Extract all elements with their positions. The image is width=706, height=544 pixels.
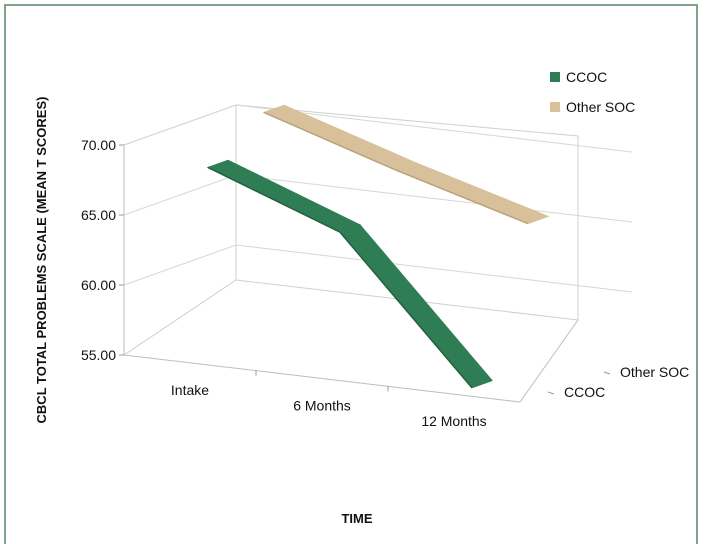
- legend-swatch-other-soc: [550, 102, 560, 112]
- ribbon-segment: [262, 104, 418, 171]
- depth-tick-mark: [547, 391, 555, 395]
- y-tick-label: 60.00: [81, 277, 116, 293]
- x-axis-title: TIME: [341, 511, 372, 526]
- depth-tick-label: CCOC: [564, 384, 605, 400]
- y-tick-label: 65.00: [81, 207, 116, 223]
- gridline: [123, 244, 633, 293]
- depth-edge-bottom: [123, 279, 237, 356]
- ribbon-edge: [263, 111, 397, 171]
- gridline: [123, 174, 633, 223]
- ribbon-edge: [395, 169, 529, 225]
- y-tick-label: 70.00: [81, 137, 116, 153]
- floor-front-edge: [123, 354, 521, 403]
- ribbon-edge: [207, 166, 341, 233]
- series-ribbon: [262, 104, 550, 225]
- series-ribbon: [206, 159, 493, 389]
- ribbon-segment: [394, 162, 550, 225]
- y-tick-label: 55.00: [81, 347, 116, 363]
- y-tick-labels: 55.00 60.00 65.00 70.00: [81, 137, 124, 363]
- x-tick-label: 12 Months: [421, 413, 486, 429]
- depth-tick-labels: CCOC Other SOC: [547, 364, 689, 400]
- legend-swatch-ccoc: [550, 72, 560, 82]
- legend-label-other-soc: Other SOC: [566, 99, 635, 115]
- x-tick-labels: Intake 6 Months 12 Months: [171, 370, 487, 429]
- ribbon-segment: [339, 224, 493, 389]
- ribbon-edge: [339, 231, 473, 389]
- legend-label-ccoc: CCOC: [566, 69, 607, 85]
- legend: CCOC Other SOC: [550, 69, 635, 115]
- ribbon-segment: [206, 159, 362, 233]
- x-tick-label: 6 Months: [293, 398, 351, 414]
- x-tick-label: Intake: [171, 382, 209, 398]
- y-axis-title: CBCL TOTAL PROBLEMS SCALE (MEAN T SCORES…: [34, 97, 49, 424]
- depth-tick-label: Other SOC: [620, 364, 689, 380]
- series-ribbons: [206, 104, 550, 389]
- floor-right-edge: [519, 319, 579, 403]
- chart-frame: [4, 4, 698, 544]
- gridline: [123, 104, 633, 153]
- depth-tick-mark: [603, 371, 611, 375]
